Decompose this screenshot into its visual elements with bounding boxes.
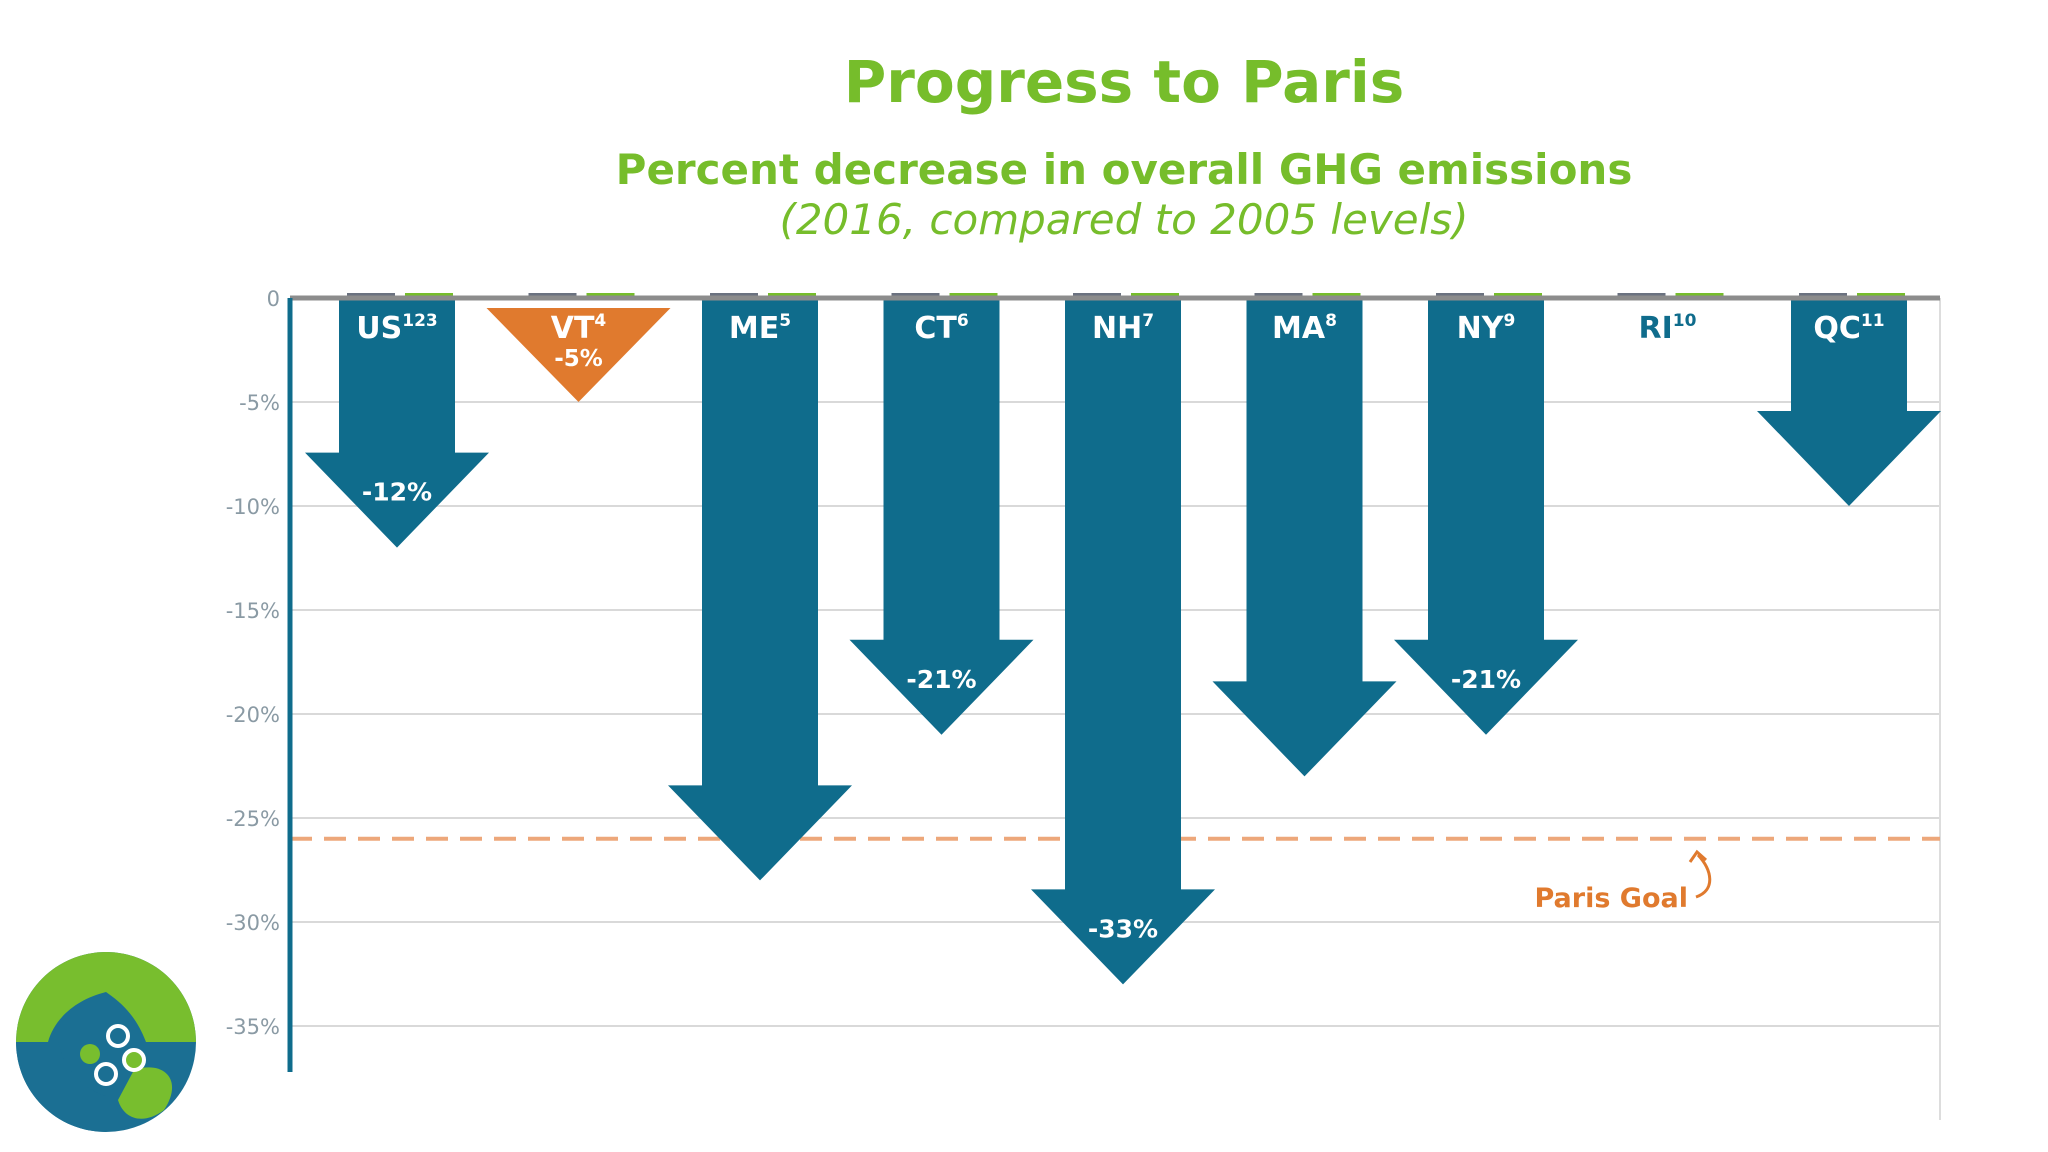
bar-ct: CT6 -21% (849, 293, 1034, 735)
category-label: NY9 (1457, 311, 1516, 346)
page-title: Progress to Paris (843, 48, 1405, 116)
bar-arrow (1394, 298, 1578, 735)
bar-ny: NY9 -21% (1394, 293, 1578, 735)
category-label: VT4 (551, 311, 607, 346)
value-label: -5% (554, 346, 603, 372)
category-label: QC11 (1813, 311, 1884, 346)
bar-us: US123 -12% (305, 293, 489, 548)
bar-vt: VT4-5% (486, 293, 671, 402)
y-tick-label: -20% (226, 703, 280, 727)
category-label: CT6 (914, 311, 968, 346)
bar-qc: QC11 (1757, 293, 1941, 506)
bar-arrow (849, 298, 1034, 735)
value-label: -21% (1451, 665, 1521, 694)
paris-goal-label: Paris Goal (1534, 883, 1688, 914)
y-tick-label: -10% (226, 495, 280, 519)
bar-arrow (486, 308, 671, 402)
organization-logo-icon (16, 952, 196, 1132)
value-label: -33% (1088, 914, 1158, 943)
y-tick-label: -30% (226, 911, 280, 935)
y-tick-label: -35% (226, 1015, 280, 1039)
value-label: -21% (906, 665, 976, 694)
bar-ri: RI10 (1617, 293, 1724, 346)
category-label: NH7 (1092, 311, 1154, 346)
y-tick-label: -15% (226, 599, 280, 623)
y-tick-label: 0 (267, 287, 280, 311)
y-tick-label: -5% (239, 391, 280, 415)
category-label: ME5 (729, 311, 791, 346)
chart-subtitle-note: (2016, compared to 2005 levels) (779, 195, 1469, 244)
bar-arrow (1031, 298, 1215, 985)
bar-arrow (305, 298, 489, 548)
bar-arrow (1212, 298, 1397, 777)
category-label: RI10 (1639, 311, 1697, 346)
chart-subtitle: Percent decrease in overall GHG emission… (615, 145, 1633, 194)
bar-me: ME5 (668, 293, 852, 881)
bar-ma: MA8 (1212, 293, 1397, 777)
category-label: MA8 (1272, 311, 1337, 346)
paris-goal-pointer-head-icon (1688, 849, 1707, 863)
bar-arrow (668, 298, 852, 881)
y-tick-label: -25% (226, 807, 280, 831)
category-label: US123 (356, 311, 437, 346)
paris-goal-pointer-icon (1695, 853, 1712, 899)
value-label: -12% (362, 478, 432, 507)
bar-nh: NH7 -33% (1031, 293, 1215, 985)
bar-arrow (1757, 298, 1941, 506)
